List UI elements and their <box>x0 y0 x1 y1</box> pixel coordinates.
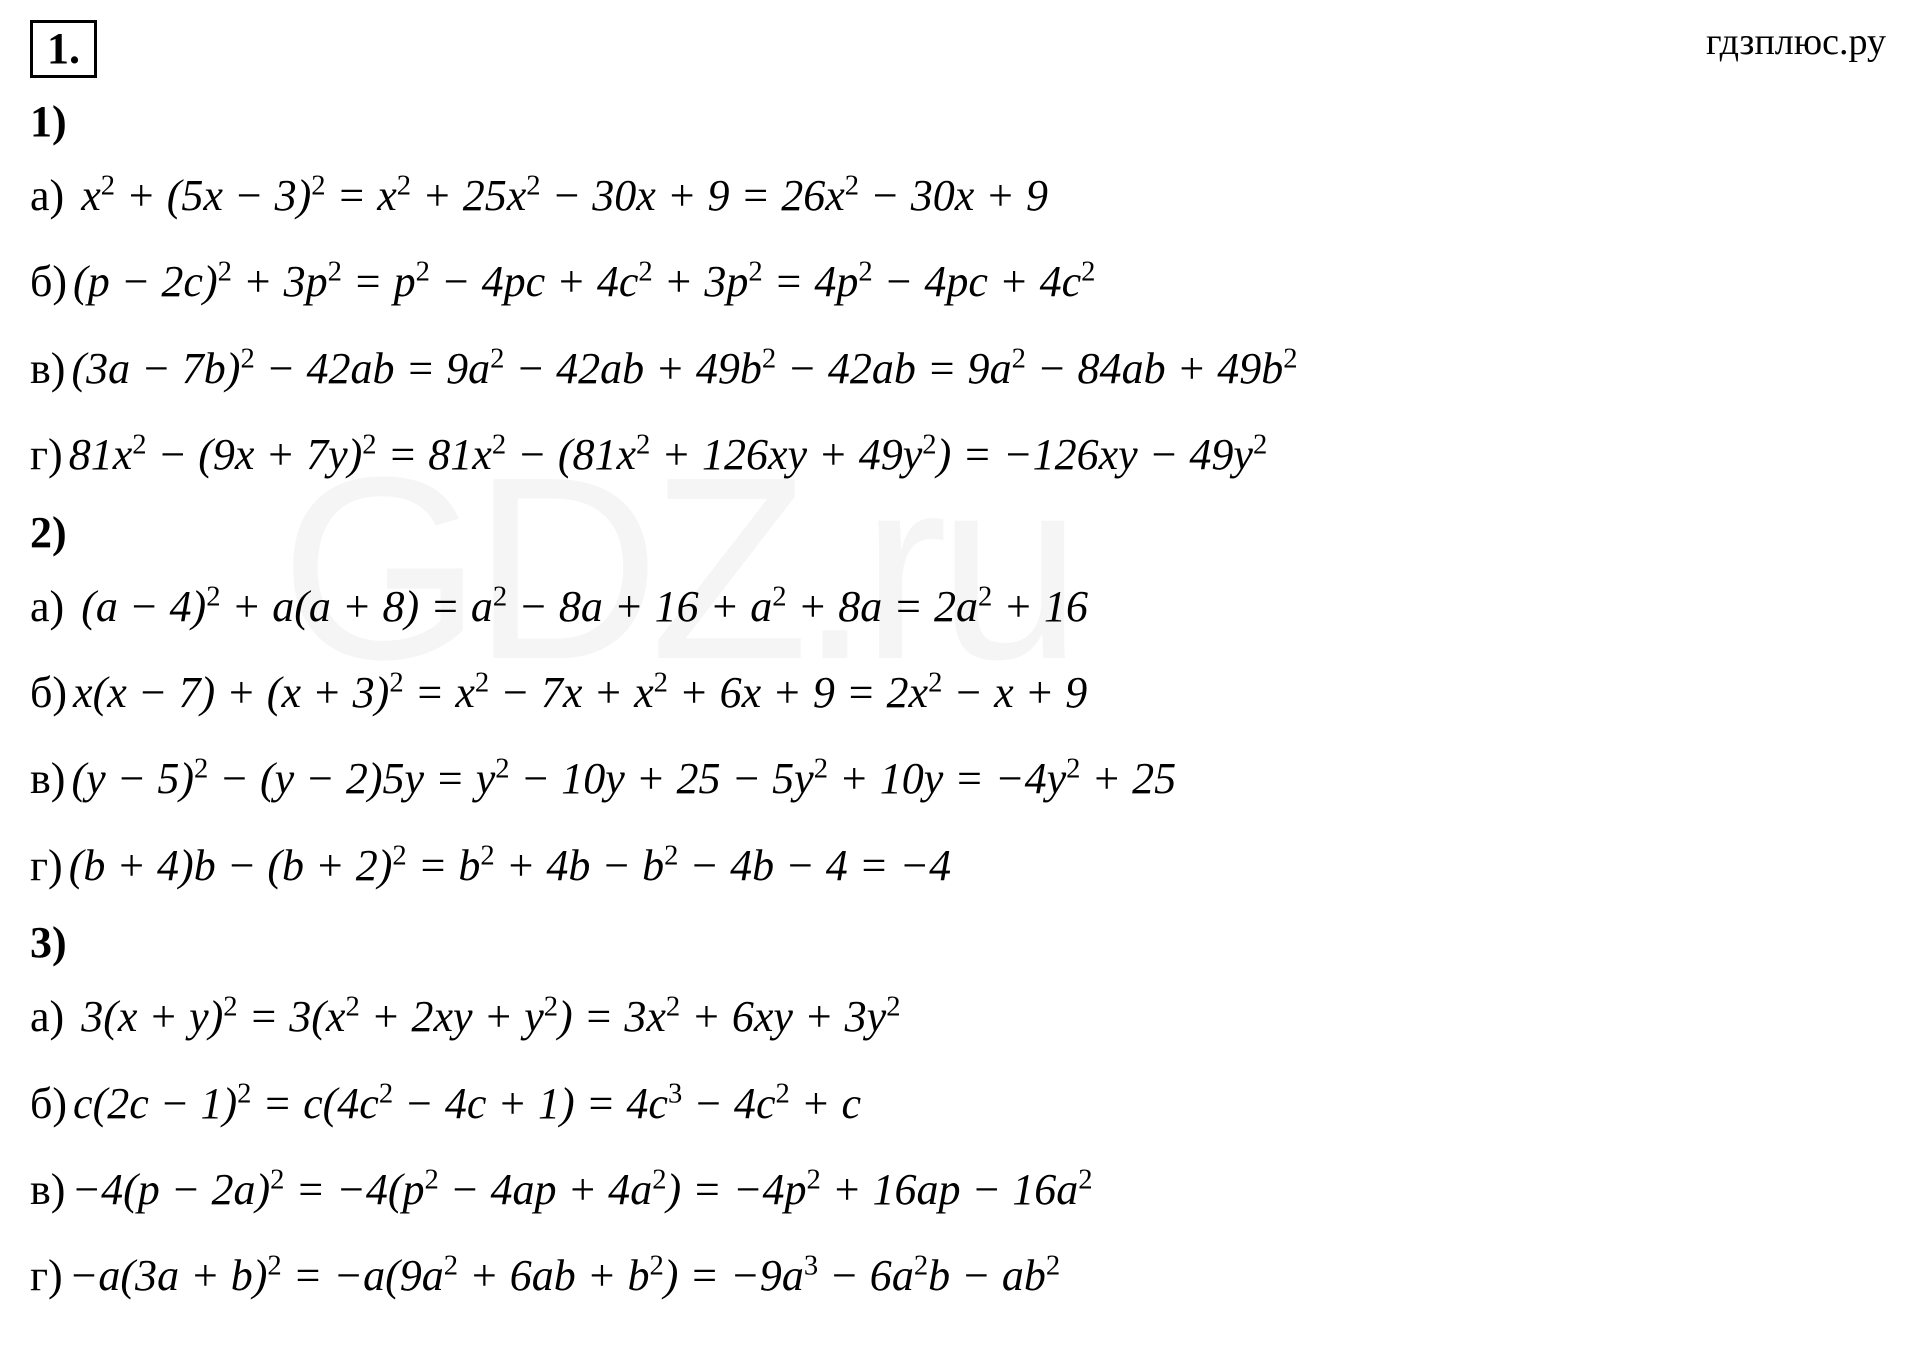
eq-2g-body: (b + 4)b − (b + 2)2 = b2 + 4b − b2 − 4b … <box>69 841 951 890</box>
section-1: 1) а) x2 + (5x − 3)2 = x2 + 25x2 − 30x +… <box>30 96 1886 491</box>
equation-1g: г)81x2 − (9x + 7y)2 = 81x2 − (81x2 + 126… <box>30 420 1886 490</box>
item-label-3a: а) <box>30 992 64 1041</box>
eq-1g-body: 81x2 − (9x + 7y)2 = 81x2 − (81x2 + 126xy… <box>69 430 1268 479</box>
eq-2a-body: (a − 4)2 + a(a + 8) = a2 − 8a + 16 + a2 … <box>70 582 1088 631</box>
section-2-label: 2) <box>30 507 1886 558</box>
equation-1b: б)(p − 2c)2 + 3p2 = p2 − 4pc + 4c2 + 3p2… <box>30 247 1886 317</box>
item-label-3g: г) <box>30 1251 63 1300</box>
item-label-2b: б) <box>30 668 67 717</box>
equation-3v: в)−4(p − 2a)2 = −4(p2 − 4ap + 4a2) = −4p… <box>30 1155 1886 1225</box>
equation-3g: г)−a(3a + b)2 = −a(9a2 + 6ab + b2) = −9a… <box>30 1241 1886 1311</box>
item-label-3v: в) <box>30 1165 65 1214</box>
eq-2b-body: x(x − 7) + (x + 3)2 = x2 − 7x + x2 + 6x … <box>73 668 1087 717</box>
eq-3a-body: 3(x + y)2 = 3(x2 + 2xy + y2) = 3x2 + 6xy… <box>70 992 900 1041</box>
item-label-1v: в) <box>30 344 65 393</box>
document-content: 1. гдзплюс.ру 1) а) x2 + (5x − 3)2 = x2 … <box>30 20 1886 1312</box>
equation-3a: а) 3(x + y)2 = 3(x2 + 2xy + y2) = 3x2 + … <box>30 982 1886 1052</box>
problem-number-box: 1. <box>30 20 97 78</box>
equation-2b: б)x(x − 7) + (x + 3)2 = x2 − 7x + x2 + 6… <box>30 658 1886 728</box>
eq-3g-body: −a(3a + b)2 = −a(9a2 + 6ab + b2) = −9a3 … <box>69 1251 1060 1300</box>
header-row: 1. гдзплюс.ру <box>30 20 1886 78</box>
section-2: 2) а) (a − 4)2 + a(a + 8) = a2 − 8a + 16… <box>30 507 1886 902</box>
section-1-label: 1) <box>30 96 1886 147</box>
equation-2g: г)(b + 4)b − (b + 2)2 = b2 + 4b − b2 − 4… <box>30 831 1886 901</box>
eq-3b-body: c(2c − 1)2 = c(4c2 − 4c + 1) = 4c3 − 4c2… <box>73 1079 861 1128</box>
equation-3b: б)c(2c − 1)2 = c(4c2 − 4c + 1) = 4c3 − 4… <box>30 1069 1886 1139</box>
item-label-3b: б) <box>30 1079 67 1128</box>
equation-2a: а) (a − 4)2 + a(a + 8) = a2 − 8a + 16 + … <box>30 572 1886 642</box>
site-watermark: гдзплюс.ру <box>1706 20 1886 64</box>
equation-1a: а) x2 + (5x − 3)2 = x2 + 25x2 − 30x + 9 … <box>30 161 1886 231</box>
eq-2v-body: (y − 5)2 − (y − 2)5y = y2 − 10y + 25 − 5… <box>71 754 1176 803</box>
section-3: 3) а) 3(x + y)2 = 3(x2 + 2xy + y2) = 3x2… <box>30 917 1886 1312</box>
item-label-2v: в) <box>30 754 65 803</box>
eq-1b-body: (p − 2c)2 + 3p2 = p2 − 4pc + 4c2 + 3p2 =… <box>73 257 1095 306</box>
eq-1v-body: (3a − 7b)2 − 42ab = 9a2 − 42ab + 49b2 − … <box>71 344 1297 393</box>
item-label-1g: г) <box>30 430 63 479</box>
item-label-1a: а) <box>30 171 64 220</box>
equation-1v: в)(3a − 7b)2 − 42ab = 9a2 − 42ab + 49b2 … <box>30 334 1886 404</box>
item-label-1b: б) <box>30 257 67 306</box>
equation-2v: в)(y − 5)2 − (y − 2)5y = y2 − 10y + 25 −… <box>30 744 1886 814</box>
eq-1a-body: x2 + (5x − 3)2 = x2 + 25x2 − 30x + 9 = 2… <box>70 171 1048 220</box>
eq-3v-body: −4(p − 2a)2 = −4(p2 − 4ap + 4a2) = −4p2 … <box>71 1165 1092 1214</box>
section-3-label: 3) <box>30 917 1886 968</box>
item-label-2a: а) <box>30 582 64 631</box>
item-label-2g: г) <box>30 841 63 890</box>
